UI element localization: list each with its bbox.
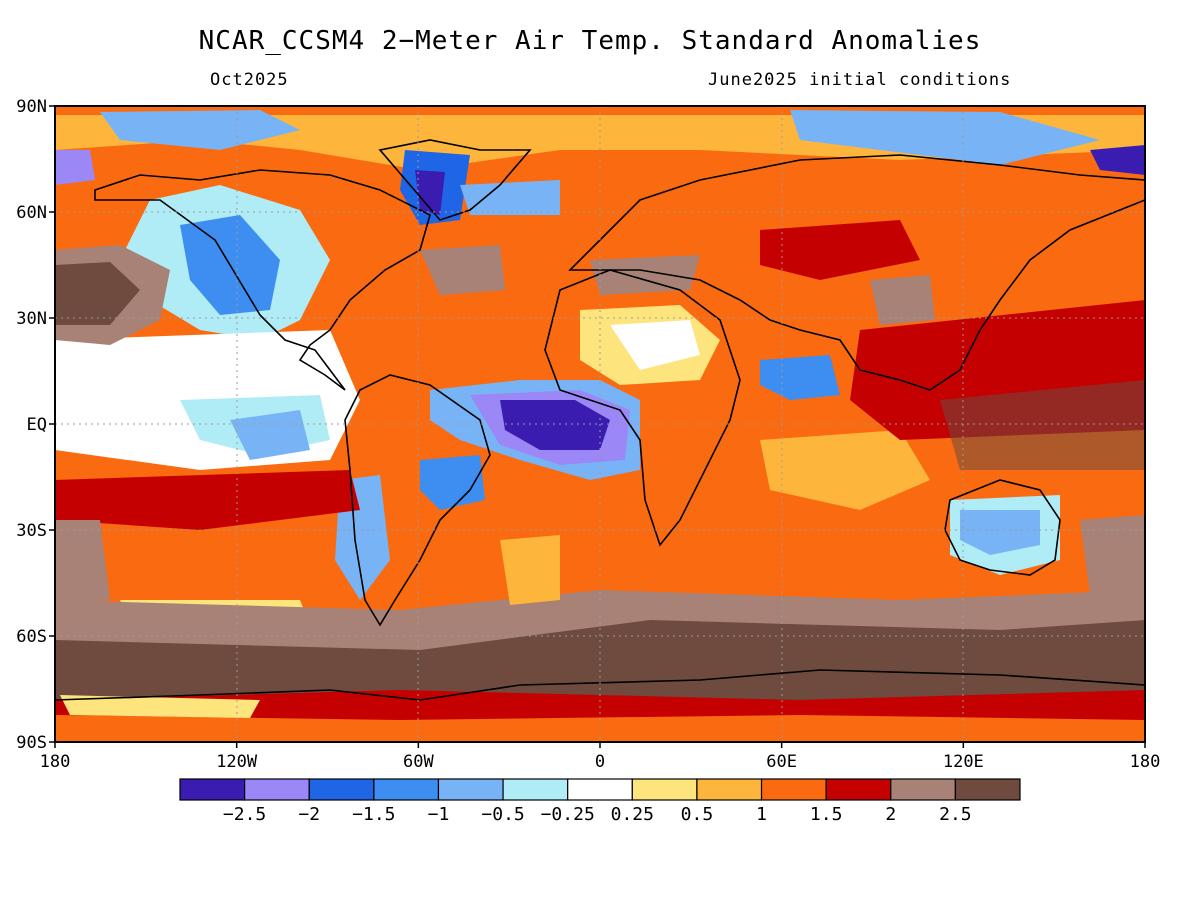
anomaly-patch [610,320,700,370]
axis-ticks [49,105,1146,748]
anomaly-patch [590,255,700,295]
lat-tick-label: 30N [16,309,47,329]
lon-tick-label: 60W [403,752,434,772]
anomaly-patch [100,110,300,150]
lat-tick-label: 90N [16,97,47,117]
lon-tick-label: 0 [595,752,605,772]
anomaly-patch [870,275,935,325]
colorbar-swatch [696,778,763,801]
colorbar-label: 1 [756,804,767,825]
anomaly-patch [420,245,505,295]
anomaly-patch [55,520,110,610]
colorbar-swatch [890,778,956,801]
colorbar-swatch [825,778,892,801]
south-america-coast [344,374,491,627]
southern-ocean-band [55,620,1145,700]
lat-tick-label: EQ [27,415,47,435]
antarctica-coast [55,669,1145,701]
colorbar-swatch [760,778,827,801]
graticule [55,106,1145,742]
colorbar-swatch [954,778,1021,801]
north-america-coast [94,169,431,391]
anomaly-patch [500,535,560,605]
colorbar [179,778,1021,801]
africa-coast [544,269,741,547]
anomaly-patch [460,180,560,215]
colorbar-swatch [502,778,569,801]
anomaly-patch [55,470,360,530]
colorbar-swatch [631,778,698,801]
colorbar-label: −2.5 [223,804,266,825]
anomaly-patch [940,380,1145,470]
colorbar-swatch [373,778,440,801]
lat-tick-label: 60N [16,203,47,223]
antarctic-band [55,715,1145,742]
coastlines [55,139,1145,701]
anomaly-patch [1080,515,1145,600]
lon-tick-label: 60E [766,752,797,772]
colorbar-swatch [179,778,246,801]
colorbar-swatch [308,778,375,801]
anomaly-patch [60,695,260,718]
anomaly-patch [960,510,1040,555]
anomaly-patch [55,262,140,325]
colorbar-label: −2 [298,804,320,825]
lat-tick-label: 90S [16,733,47,753]
anomaly-patch [760,220,920,280]
anomaly-patch [420,455,485,510]
colorbar-swatch [244,778,310,801]
anomaly-patch [500,400,610,450]
lon-tick-label: 120E [943,752,984,772]
initial-conditions: June2025 initial conditions [708,70,1012,90]
colorbar-label: −0.5 [481,804,524,825]
colorbar-label: −0.25 [541,804,595,825]
eurasia-coast [568,154,1145,391]
anomaly-patch [55,150,95,185]
colorbar-label: 0.25 [611,804,654,825]
australia-coast [944,479,1061,576]
greenland-coast [378,139,532,221]
forecast-month: Oct2025 [210,70,289,90]
colorbar-swatch [437,778,504,801]
anomaly-patch [790,110,1100,165]
anomaly-patch [1090,145,1145,175]
colorbar-label: 2 [885,804,896,825]
anomaly-patch [760,430,930,510]
lat-tick-label: 30S [16,521,47,541]
lon-tick-label: 180 [1130,752,1161,772]
anomaly-patch [415,170,445,215]
colorbar-labels: −2.5 −2 −1.5 −1 −0.5 −0.25 0.25 0.5 1 1.5 2 2.5 [223,804,972,825]
anomaly-patch [760,355,840,400]
colorbar-label: 1.5 [810,804,843,825]
colorbar-label: −1.5 [352,804,395,825]
anomaly-patch [230,410,310,460]
colorbar-swatch [567,778,633,801]
lon-tick-label: 120W [216,752,258,772]
chart-title: NCAR_CCSM4 2−Meter Air Temp. Standard An… [198,26,982,56]
colorbar-label: 2.5 [939,804,972,825]
lon-tick-label: 180 [40,752,71,772]
colorbar-label: −1 [428,804,450,825]
lat-tick-label: 60S [16,627,47,647]
colorbar-label: 0.5 [681,804,714,825]
